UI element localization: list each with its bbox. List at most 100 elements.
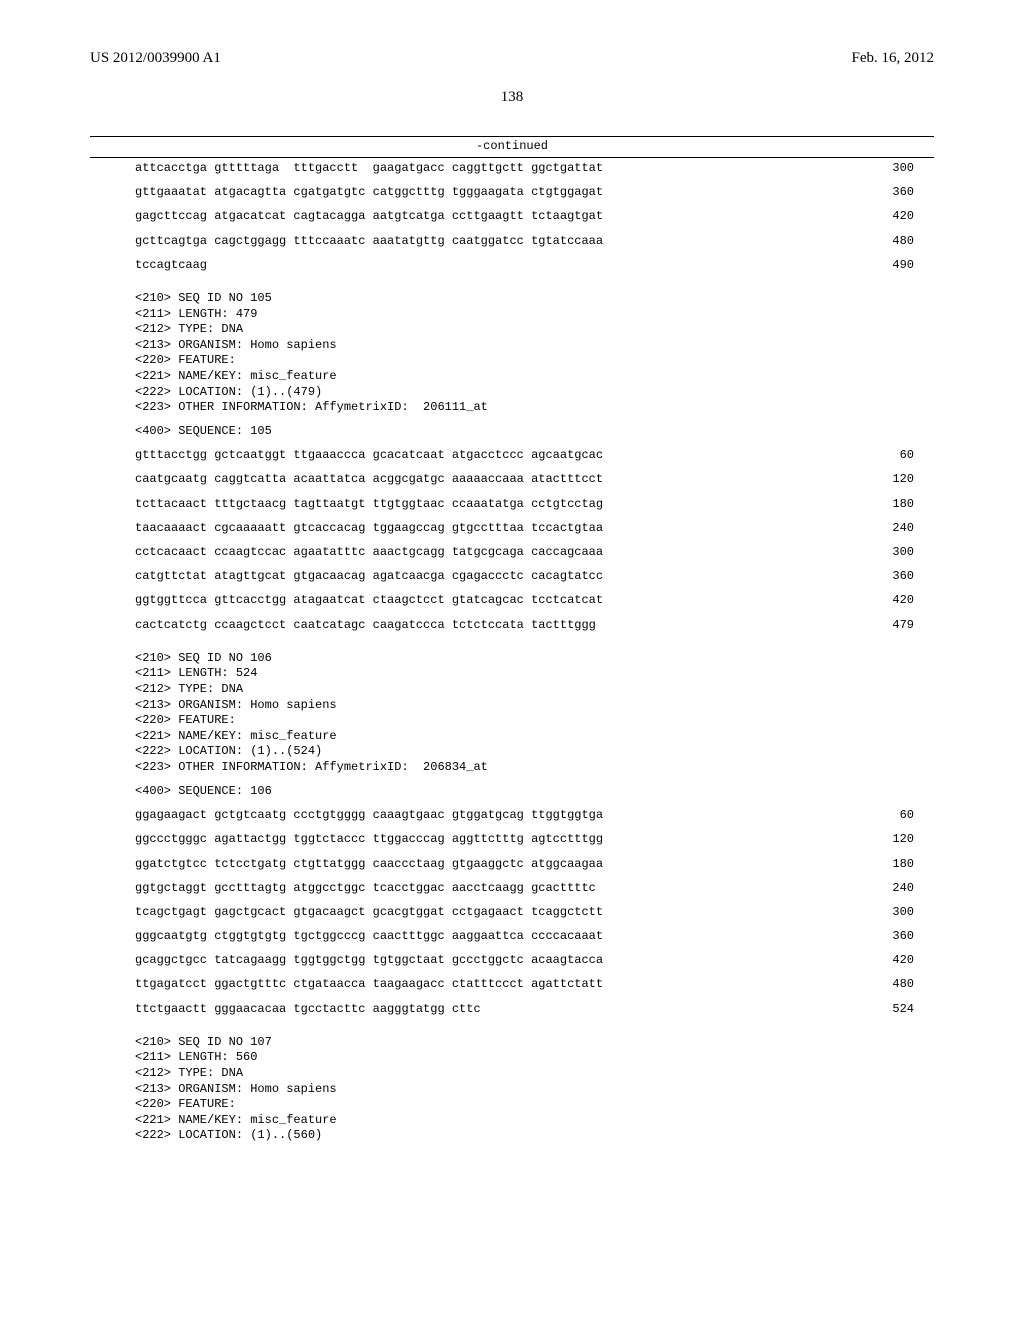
meta-line: <211> LENGTH: 479 bbox=[135, 307, 914, 323]
continued-label: -continued bbox=[90, 139, 934, 153]
meta-line: <222> LOCATION: (1)..(560) bbox=[135, 1128, 914, 1144]
sequence-line: ttctgaactt gggaacacaa tgcctacttc aagggta… bbox=[135, 1001, 914, 1017]
publication-date: Feb. 16, 2012 bbox=[852, 50, 935, 67]
meta-line: <221> NAME/KEY: misc_feature bbox=[135, 729, 914, 745]
seq-text: cactcatctg ccaagctcct caatcatagc caagatc… bbox=[135, 617, 596, 633]
seq-text: catgttctat atagttgcat gtgacaacag agatcaa… bbox=[135, 568, 603, 584]
seq-text: taacaaaact cgcaaaaatt gtcaccacag tggaagc… bbox=[135, 520, 603, 536]
seq-pos: 60 bbox=[862, 447, 914, 463]
seq105-meta: <210> SEQ ID NO 105 <211> LENGTH: 479 <2… bbox=[135, 291, 914, 416]
sequence-line: taacaaaact cgcaaaaatt gtcaccacag tggaagc… bbox=[135, 520, 914, 536]
meta-line: <213> ORGANISM: Homo sapiens bbox=[135, 338, 914, 354]
seq-text: tcagctgagt gagctgcact gtgacaagct gcacgtg… bbox=[135, 904, 603, 920]
sequence-line: catgttctat atagttgcat gtgacaacag agatcaa… bbox=[135, 568, 914, 584]
sequence-line: ggtggttcca gttcacctgg atagaatcat ctaagct… bbox=[135, 592, 914, 608]
seq-text: gcaggctgcc tatcagaagg tggtggctgg tgtggct… bbox=[135, 952, 603, 968]
sequence-line: ggagaagact gctgtcaatg ccctgtgggg caaagtg… bbox=[135, 807, 914, 823]
seq-text: attcacctga gtttttaga tttgacctt gaagatgac… bbox=[135, 160, 603, 176]
meta-line: <210> SEQ ID NO 105 bbox=[135, 291, 914, 307]
seq106-body: ggagaagact gctgtcaatg ccctgtgggg caaagtg… bbox=[135, 807, 914, 1017]
seq-text: ttctgaactt gggaacacaa tgcctacttc aagggta… bbox=[135, 1001, 481, 1017]
seq-text: cctcacaact ccaagtccac agaatatttc aaactgc… bbox=[135, 544, 603, 560]
meta-line: <213> ORGANISM: Homo sapiens bbox=[135, 1082, 914, 1098]
sequence-line: ggtgctaggt gcctttagtg atggcctggc tcacctg… bbox=[135, 880, 914, 896]
meta-line: <210> SEQ ID NO 106 bbox=[135, 651, 914, 667]
meta-line: <212> TYPE: DNA bbox=[135, 322, 914, 338]
seq-text: gggcaatgtg ctggtgtgtg tgctggcccg caacttt… bbox=[135, 928, 603, 944]
sequence-line: tcagctgagt gagctgcact gtgacaagct gcacgtg… bbox=[135, 904, 914, 920]
seq-text: ttgagatcct ggactgtttc ctgataacca taagaag… bbox=[135, 976, 603, 992]
seq-text: ggtggttcca gttcacctgg atagaatcat ctaagct… bbox=[135, 592, 603, 608]
publication-number: US 2012/0039900 A1 bbox=[90, 50, 221, 67]
seq-text: ggtgctaggt gcctttagtg atggcctggc tcacctg… bbox=[135, 880, 596, 896]
sequence-line: gtttacctgg gctcaatggt ttgaaaccca gcacatc… bbox=[135, 447, 914, 463]
seq-pos: 60 bbox=[862, 807, 914, 823]
meta-line: <210> SEQ ID NO 107 bbox=[135, 1035, 914, 1051]
meta-line: <221> NAME/KEY: misc_feature bbox=[135, 1113, 914, 1129]
seq-pos: 360 bbox=[862, 928, 914, 944]
seq-pos: 300 bbox=[862, 160, 914, 176]
seq-pos: 120 bbox=[862, 471, 914, 487]
seq107-meta: <210> SEQ ID NO 107 <211> LENGTH: 560 <2… bbox=[135, 1035, 914, 1144]
page-header: US 2012/0039900 A1 Feb. 16, 2012 bbox=[90, 50, 934, 67]
sequence-line: gcaggctgcc tatcagaagg tggtggctgg tgtggct… bbox=[135, 952, 914, 968]
seq-pos: 420 bbox=[862, 208, 914, 224]
seq-pos: 180 bbox=[862, 496, 914, 512]
seq-pos: 490 bbox=[862, 257, 914, 273]
meta-line: <212> TYPE: DNA bbox=[135, 1066, 914, 1082]
sequence-line: gagcttccag atgacatcat cagtacagga aatgtca… bbox=[135, 208, 914, 224]
page: US 2012/0039900 A1 Feb. 16, 2012 138 -co… bbox=[0, 0, 1024, 1320]
seq-pos: 479 bbox=[862, 617, 914, 633]
meta-line: <211> LENGTH: 560 bbox=[135, 1050, 914, 1066]
seq-pos: 300 bbox=[862, 544, 914, 560]
sequence-line: gttgaaatat atgacagtta cgatgatgtc catggct… bbox=[135, 184, 914, 200]
top-rule bbox=[90, 136, 934, 137]
second-rule bbox=[90, 157, 934, 158]
seq-pos: 420 bbox=[862, 592, 914, 608]
seq106-meta: <210> SEQ ID NO 106 <211> LENGTH: 524 <2… bbox=[135, 651, 914, 776]
sequence-listing-area: attcacctga gtttttaga tttgacctt gaagatgac… bbox=[90, 160, 934, 1144]
seq-text: gcttcagtga cagctggagg tttccaaatc aaatatg… bbox=[135, 233, 603, 249]
sequence-line: tccagtcaag 490 bbox=[135, 257, 914, 273]
seq-pos: 524 bbox=[862, 1001, 914, 1017]
meta-line: <223> OTHER INFORMATION: AffymetrixID: 2… bbox=[135, 760, 914, 776]
meta-line: <220> FEATURE: bbox=[135, 713, 914, 729]
seq105-body: gtttacctgg gctcaatggt ttgaaaccca gcacatc… bbox=[135, 447, 914, 633]
seq104-tail: attcacctga gtttttaga tttgacctt gaagatgac… bbox=[135, 160, 914, 273]
seq-text: tccagtcaag bbox=[135, 257, 207, 273]
seq-pos: 240 bbox=[862, 880, 914, 896]
sequence-line: caatgcaatg caggtcatta acaattatca acggcga… bbox=[135, 471, 914, 487]
sequence-line: ttgagatcct ggactgtttc ctgataacca taagaag… bbox=[135, 976, 914, 992]
meta-line: <223> OTHER INFORMATION: AffymetrixID: 2… bbox=[135, 400, 914, 416]
seq-pos: 360 bbox=[862, 568, 914, 584]
sequence-line: gggcaatgtg ctggtgtgtg tgctggcccg caacttt… bbox=[135, 928, 914, 944]
seq-text: ggagaagact gctgtcaatg ccctgtgggg caaagtg… bbox=[135, 807, 603, 823]
seq-pos: 480 bbox=[862, 233, 914, 249]
page-number: 138 bbox=[90, 89, 934, 106]
sequence-line: ggccctgggc agattactgg tggtctaccc ttggacc… bbox=[135, 831, 914, 847]
seq-pos: 240 bbox=[862, 520, 914, 536]
seq-pos: 420 bbox=[862, 952, 914, 968]
seq-pos: 180 bbox=[862, 856, 914, 872]
meta-line: <213> ORGANISM: Homo sapiens bbox=[135, 698, 914, 714]
sequence-line: ggatctgtcc tctcctgatg ctgttatggg caaccct… bbox=[135, 856, 914, 872]
meta-line: <222> LOCATION: (1)..(524) bbox=[135, 744, 914, 760]
meta-line: <221> NAME/KEY: misc_feature bbox=[135, 369, 914, 385]
sequence-line: cctcacaact ccaagtccac agaatatttc aaactgc… bbox=[135, 544, 914, 560]
meta-line: <220> FEATURE: bbox=[135, 353, 914, 369]
seq-pos: 300 bbox=[862, 904, 914, 920]
seq-text: ggatctgtcc tctcctgatg ctgttatggg caaccct… bbox=[135, 856, 603, 872]
meta-line: <220> FEATURE: bbox=[135, 1097, 914, 1113]
seq-text: gttgaaatat atgacagtta cgatgatgtc catggct… bbox=[135, 184, 603, 200]
seq-pos: 360 bbox=[862, 184, 914, 200]
sequence-line: cactcatctg ccaagctcct caatcatagc caagatc… bbox=[135, 617, 914, 633]
meta-line: <211> LENGTH: 524 bbox=[135, 666, 914, 682]
seq106-sequence-label: <400> SEQUENCE: 106 bbox=[135, 784, 914, 800]
seq-text: gagcttccag atgacatcat cagtacagga aatgtca… bbox=[135, 208, 603, 224]
seq-pos: 480 bbox=[862, 976, 914, 992]
seq-pos: 120 bbox=[862, 831, 914, 847]
sequence-line: gcttcagtga cagctggagg tttccaaatc aaatatg… bbox=[135, 233, 914, 249]
seq105-sequence-label: <400> SEQUENCE: 105 bbox=[135, 424, 914, 440]
seq-text: caatgcaatg caggtcatta acaattatca acggcga… bbox=[135, 471, 603, 487]
seq-text: tcttacaact tttgctaacg tagttaatgt ttgtggt… bbox=[135, 496, 603, 512]
